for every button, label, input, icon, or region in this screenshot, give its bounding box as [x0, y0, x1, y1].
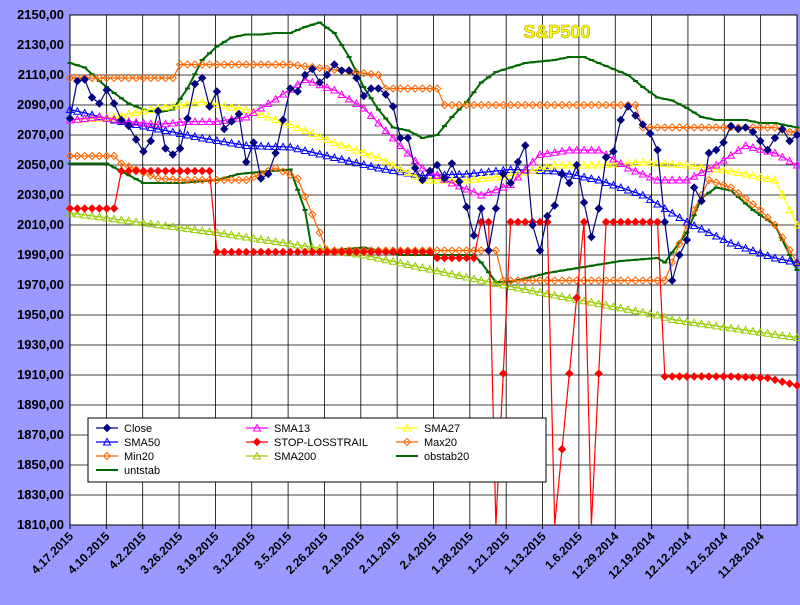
y-tick-label: 1810,00: [17, 517, 64, 532]
y-tick-label: 1870,00: [17, 427, 64, 442]
y-tick-label: 1970,00: [17, 277, 64, 292]
chart-title: S&P500: [523, 22, 590, 42]
legend-label: SMA200: [274, 451, 316, 463]
y-tick-label: 2050,00: [17, 157, 64, 172]
y-tick-label: 2130,00: [17, 37, 64, 52]
legend-label: obstab20: [424, 451, 469, 463]
y-tick-label: 2070,00: [17, 127, 64, 142]
y-tick-label: 1910,00: [17, 367, 64, 382]
y-tick-label: 2030,00: [17, 187, 64, 202]
y-tick-label: 1950,00: [17, 307, 64, 322]
y-tick-label: 1850,00: [17, 457, 64, 472]
y-tick-label: 1930,00: [17, 337, 64, 352]
legend: Close SMA13 SMA27 SMA50 STOP-LOSSTRAIL Max20 M…: [88, 418, 546, 482]
y-tick-label: 2010,00: [17, 217, 64, 232]
y-tick-label: 2090,00: [17, 97, 64, 112]
y-tick-label: 2150,00: [17, 7, 64, 22]
y-tick-label: 1830,00: [17, 487, 64, 502]
legend-label: Min20: [124, 451, 154, 463]
legend-label: SMA13: [274, 423, 310, 435]
y-tick-label: 1890,00: [17, 397, 64, 412]
legend-label: untstab: [124, 465, 160, 477]
y-tick-label: 2110,00: [18, 67, 64, 82]
legend-label: Max20: [424, 437, 457, 449]
legend-label: Close: [124, 423, 152, 435]
y-tick-label: 1990,00: [17, 247, 64, 262]
legend-label: STOP-LOSSTRAIL: [274, 437, 368, 449]
legend-label: SMA27: [424, 423, 460, 435]
legend-label: SMA50: [124, 437, 160, 449]
